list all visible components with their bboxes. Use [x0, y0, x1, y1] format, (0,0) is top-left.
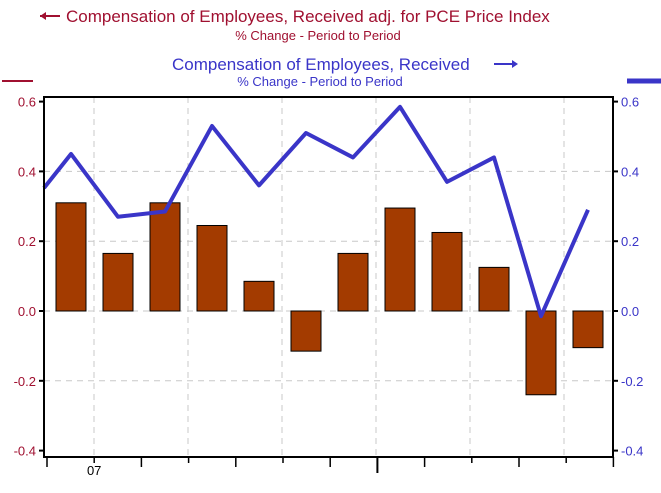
right-tick-label: -0.4 [621, 444, 643, 459]
bar [384, 207, 416, 312]
right-series-title: Compensation of Employees, Received [172, 55, 470, 74]
left-tick-label: 0.4 [18, 164, 36, 179]
left-arrowhead-icon [40, 12, 46, 20]
left-series-subtitle: % Change - Period to Period [235, 28, 400, 43]
bar [478, 266, 510, 312]
left-tick-label: 0.6 [18, 95, 36, 110]
right-arrowhead-icon [512, 60, 518, 68]
plot-frame [43, 96, 614, 458]
right-series-subtitle: % Change - Period to Period [237, 74, 402, 89]
left-tick-label: -0.2 [14, 374, 36, 389]
bar [102, 252, 134, 312]
left-tick-label: -0.4 [14, 444, 36, 459]
right-tick-label: 0.6 [621, 95, 639, 110]
x-tick-label: 07 [87, 463, 101, 478]
bar [525, 310, 557, 396]
bar [243, 280, 275, 312]
bar [431, 231, 463, 312]
right-tick-label: -0.2 [621, 374, 643, 389]
bar [55, 202, 87, 312]
left-tick-label: 0.0 [18, 304, 36, 319]
bar [337, 252, 369, 312]
bar [196, 224, 228, 312]
right-tick-label: 0.0 [621, 304, 639, 319]
right-tick-label: 0.2 [621, 234, 639, 249]
bar [290, 310, 322, 352]
left-tick-label: 0.2 [18, 234, 36, 249]
right-tick-label: 0.4 [621, 164, 639, 179]
left-series-title: Compensation of Employees, Received adj.… [66, 7, 550, 26]
bar [572, 310, 604, 349]
series-line [42, 104, 590, 319]
bar [149, 202, 181, 312]
